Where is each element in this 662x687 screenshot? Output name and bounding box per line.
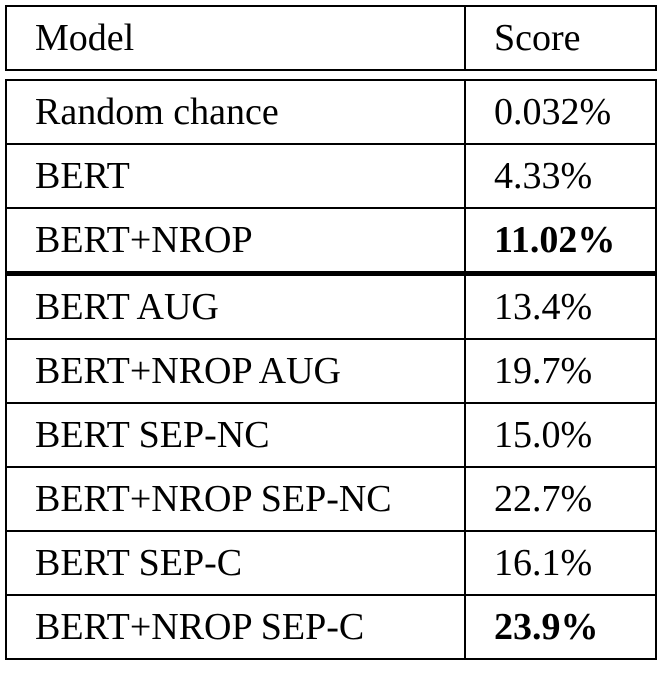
score-cell: 16.1% (464, 530, 657, 596)
score-cell: 13.4% (464, 272, 657, 340)
table-row: BERT SEP-NC 15.0% (5, 402, 657, 468)
model-cell: Random chance (5, 79, 466, 145)
model-cell: BERT+NROP SEP-C (5, 594, 466, 660)
model-cell: BERT AUG (5, 272, 466, 340)
model-cell: BERT+NROP SEP-NC (5, 466, 466, 532)
score-cell: 23.9% (464, 594, 657, 660)
model-cell: BERT SEP-C (5, 530, 466, 596)
model-cell: BERT+NROP AUG (5, 338, 466, 404)
table-row: BERT+NROP AUG 19.7% (5, 338, 657, 404)
table-row: BERT AUG 13.4% (5, 272, 657, 340)
results-table: Model Score Random chance 0.032% BERT 4.… (5, 5, 657, 660)
model-cell: BERT+NROP (5, 207, 466, 276)
table-row: BERT+NROP SEP-NC 22.7% (5, 466, 657, 532)
model-cell: BERT (5, 143, 466, 209)
score-cell: 0.032% (464, 79, 657, 145)
model-cell: BERT SEP-NC (5, 402, 466, 468)
header-model: Model (5, 5, 466, 71)
score-cell: 4.33% (464, 143, 657, 209)
score-cell: 15.0% (464, 402, 657, 468)
score-cell: 11.02% (464, 207, 657, 276)
score-cell: 22.7% (464, 466, 657, 532)
header-score: Score (464, 5, 657, 71)
table-header-row: Model Score (5, 5, 657, 71)
table-row: BERT+NROP 11.02% (5, 207, 657, 276)
table-row: BERT+NROP SEP-C 23.9% (5, 594, 657, 660)
table-spacer (6, 69, 656, 81)
table-row: BERT SEP-C 16.1% (5, 530, 657, 596)
table-row: BERT 4.33% (5, 143, 657, 209)
table-row: Random chance 0.032% (5, 79, 657, 145)
score-cell: 19.7% (464, 338, 657, 404)
